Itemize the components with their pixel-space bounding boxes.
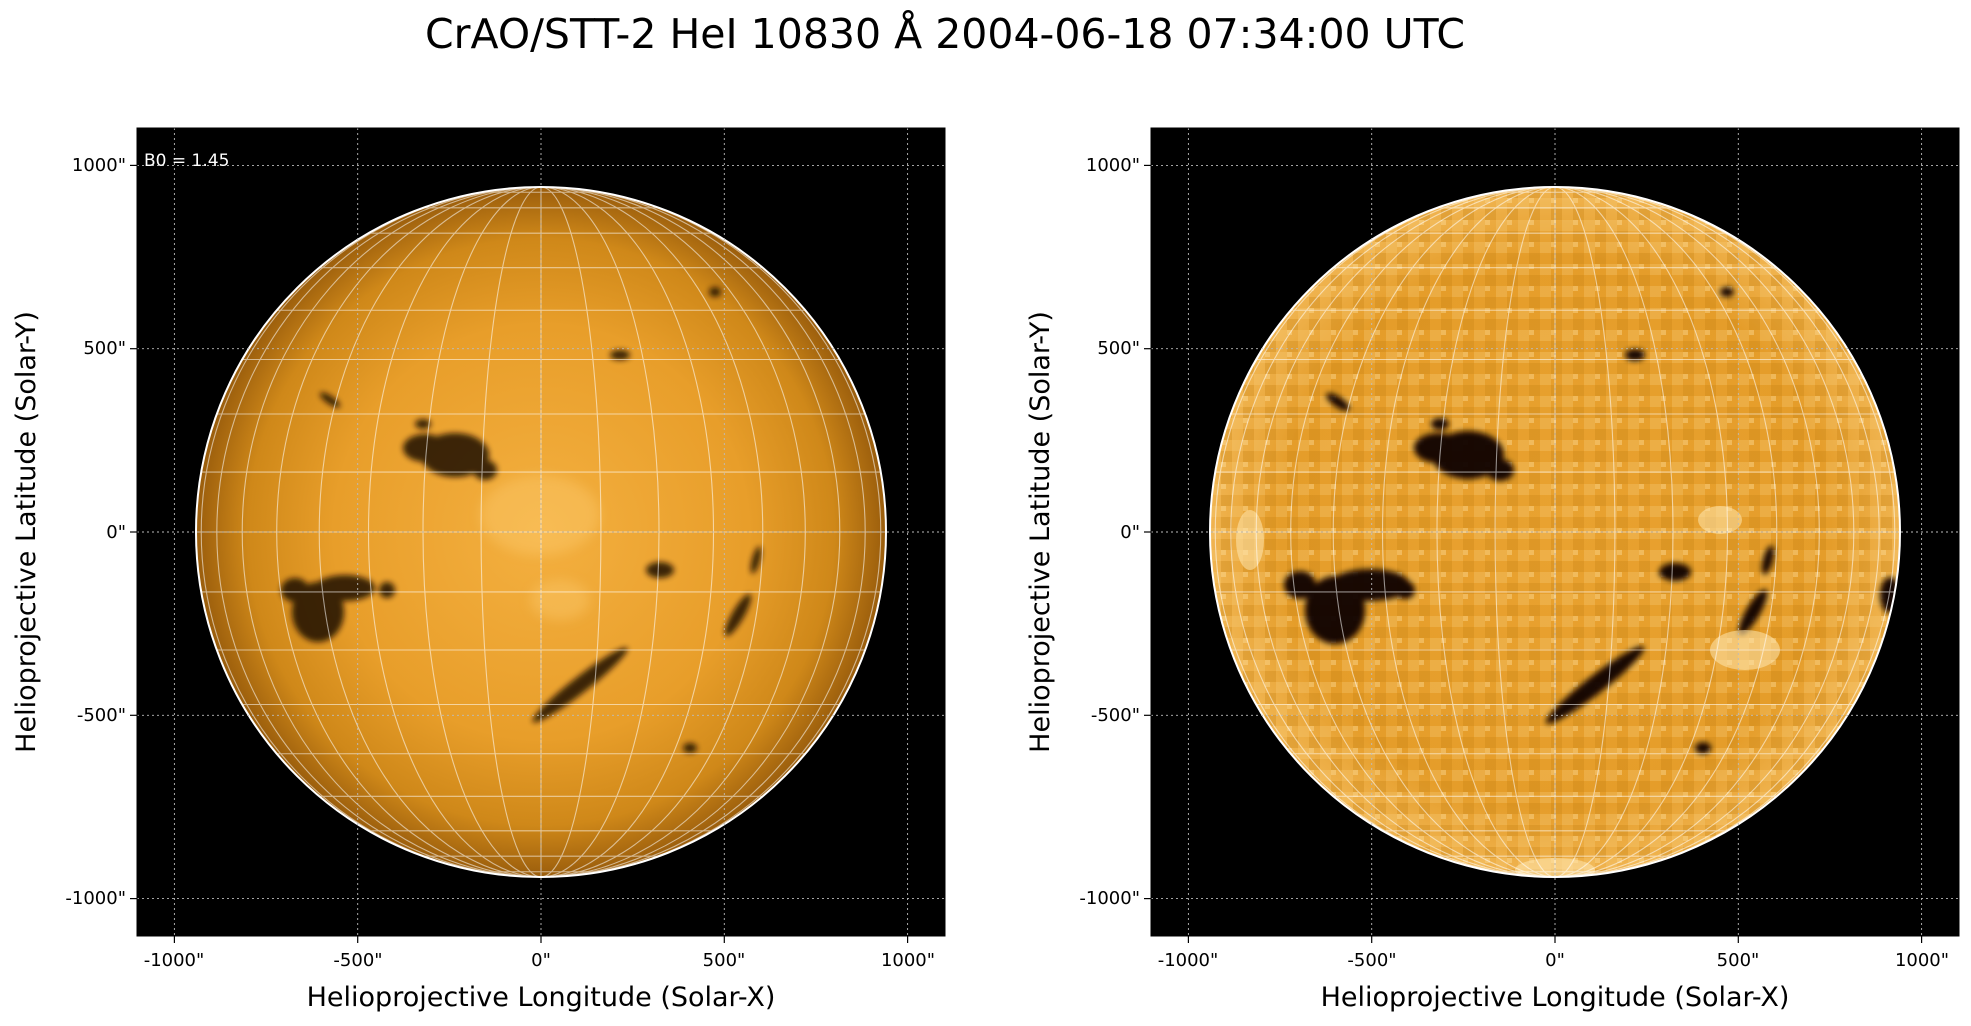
x-tick-label: -1000" bbox=[144, 950, 205, 971]
axis-ticks bbox=[130, 164, 909, 943]
y-axis-label: Helioprojective Latitude (Solar-Y) bbox=[1025, 311, 1056, 753]
y-tick-label: 500" bbox=[1097, 338, 1140, 359]
longitude-line bbox=[1290, 187, 1820, 877]
y-tick-label: 0" bbox=[1120, 522, 1140, 543]
y-tick-label: 1000" bbox=[1086, 155, 1140, 176]
limb-circle bbox=[195, 186, 887, 878]
y-tick-label: 1000" bbox=[72, 155, 126, 176]
x-axis-label: Helioprojective Longitude (Solar-X) bbox=[1321, 982, 1790, 1013]
plot-frame bbox=[1150, 127, 1960, 937]
figure-title: CrAO/STT-2 HeI 10830 Å 2004-06-18 07:34:… bbox=[425, 10, 1465, 58]
x-axis-label: Helioprojective Longitude (Solar-X) bbox=[307, 982, 776, 1013]
b0-annotation: B0 = 1.45 bbox=[144, 151, 229, 171]
dark-filament-features bbox=[1284, 287, 1900, 754]
x-tick-label: -1000" bbox=[1158, 950, 1219, 971]
y-tick-label: 500" bbox=[83, 338, 126, 359]
bright-plage-features bbox=[1236, 506, 1780, 877]
longitude-line bbox=[480, 187, 602, 877]
longitude-line bbox=[1494, 187, 1616, 877]
y-tick-label: -500" bbox=[1091, 705, 1140, 726]
longitude-line bbox=[200, 187, 882, 877]
axis-ticks bbox=[1144, 164, 1923, 943]
x-tick-label: 500" bbox=[1717, 950, 1760, 971]
longitude-line bbox=[1230, 187, 1880, 877]
x-tick-label: 0" bbox=[531, 950, 551, 971]
y-tick-label: -1000" bbox=[65, 888, 126, 909]
x-tick-label: -500" bbox=[1347, 950, 1396, 971]
y-axis-label: Helioprojective Latitude (Solar-Y) bbox=[11, 311, 42, 753]
y-tick-label: -500" bbox=[77, 705, 126, 726]
x-tick-label: 1000" bbox=[881, 950, 935, 971]
x-tick-label: 500" bbox=[703, 950, 746, 971]
longitude-line bbox=[276, 187, 806, 877]
bright-plage-features bbox=[480, 475, 600, 620]
plot-frame bbox=[136, 127, 946, 937]
x-tick-label: 0" bbox=[1545, 950, 1565, 971]
longitude-line bbox=[1214, 187, 1896, 877]
y-tick-label: -1000" bbox=[1079, 888, 1140, 909]
limb-circle bbox=[1209, 186, 1901, 878]
dark-filament-features bbox=[281, 287, 762, 753]
longitude-line bbox=[216, 187, 866, 877]
y-tick-label: 0" bbox=[106, 522, 126, 543]
x-tick-label: 1000" bbox=[1895, 950, 1949, 971]
x-tick-label: -500" bbox=[333, 950, 382, 971]
